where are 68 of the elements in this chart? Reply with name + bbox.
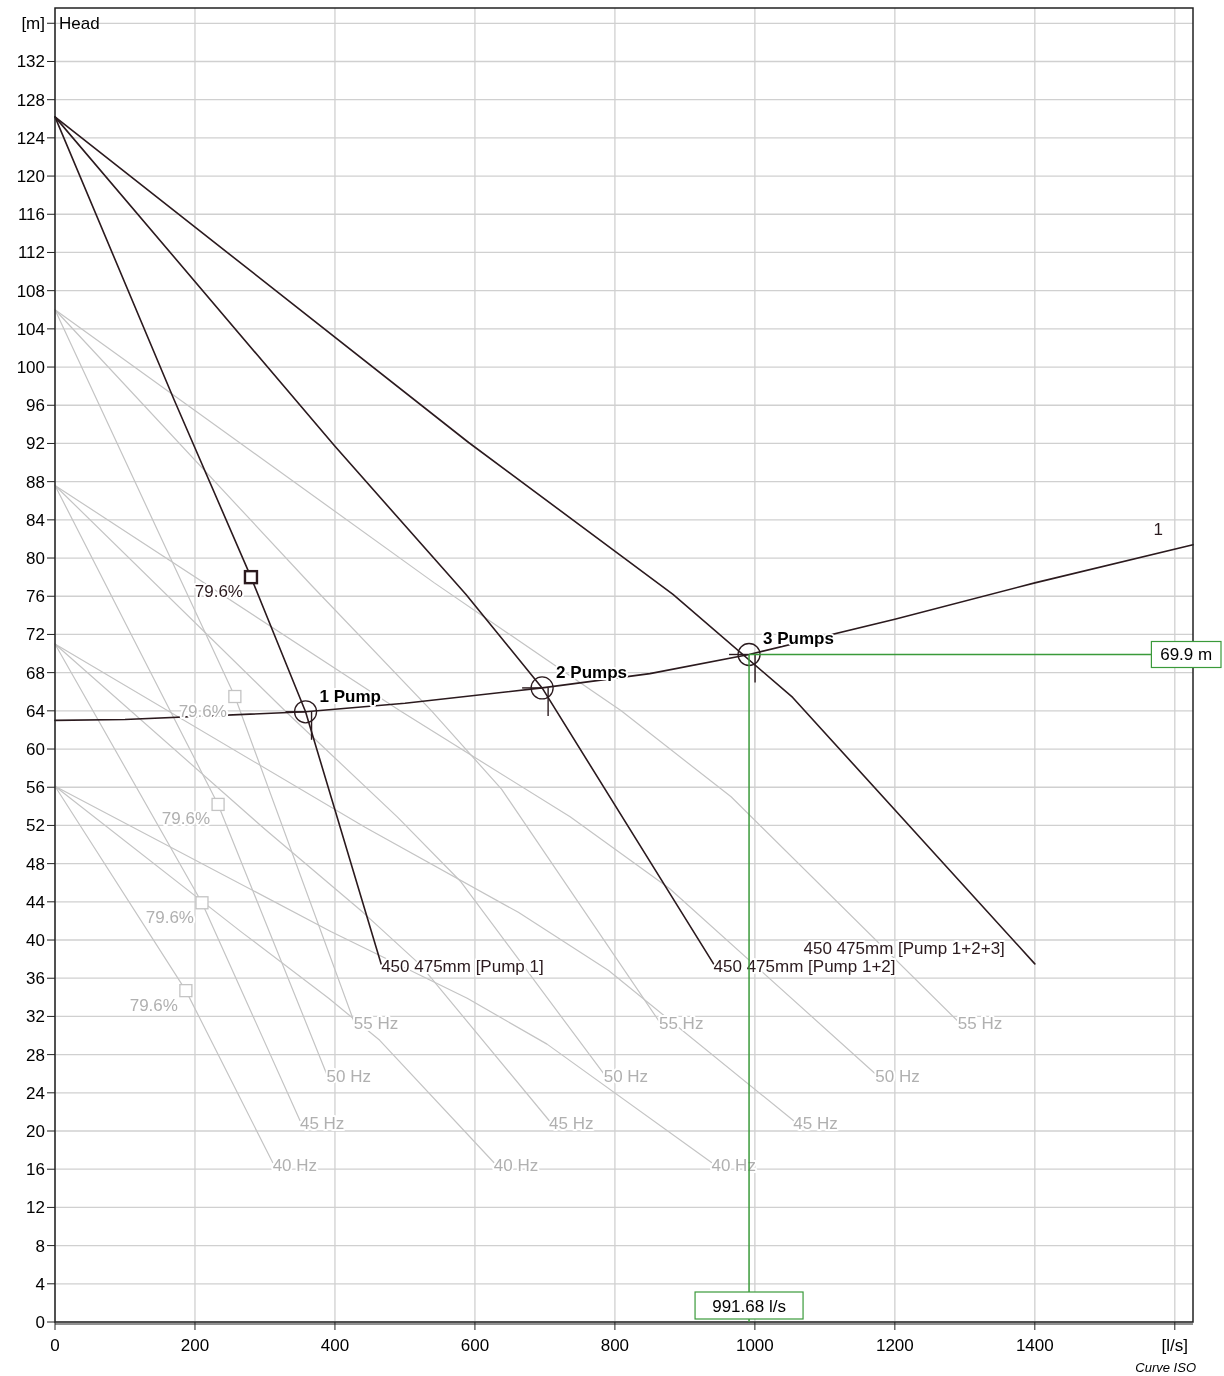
y-tick-label: 44 [26,892,45,912]
y-tick-label: 24 [26,1083,45,1103]
x-tick-label: 0 [50,1336,60,1355]
series-label: 55 Hz [658,1014,704,1034]
y-tick-label: 132 [16,52,45,72]
x-tick-label: [l/s] [1161,1336,1189,1355]
annotation: 79.6% [161,809,211,829]
y-tick-label: 64 [26,701,45,721]
y-tick-label: 36 [26,969,45,989]
ref-line-label: 69.9 m [1160,645,1213,665]
y-tick-label: 88 [26,472,45,492]
annotation: 2 Pumps [556,662,627,682]
y-tick-label: 128 [16,90,45,110]
annotation: 79.6% [194,582,243,602]
series-label: 1 [1153,519,1163,539]
y-tick-label: 48 [26,854,45,874]
x-tick-label: 800 [600,1336,630,1355]
y-tick-label: 84 [26,510,45,530]
annotation: 1 Pump [319,686,381,706]
annotation: 79.6% [145,907,194,927]
text: Curve ISO [1135,1360,1196,1375]
y-tick-label: 28 [26,1045,45,1065]
y-tick-label: 12 [26,1198,45,1218]
y-tick-label: 108 [16,281,45,301]
y-tick-label: 72 [26,625,45,645]
series-label: 40 Hz [272,1155,318,1175]
ref-line-label: 991.68 l/s [712,1297,786,1316]
series-label: 40 Hz [493,1155,539,1175]
y-tick-label: 124 [16,128,45,148]
series-label: 45 Hz [299,1113,345,1133]
series-label: 55 Hz [957,1014,1003,1034]
y-tick-label: [m] [21,14,45,34]
series-label: 45 Hz [793,1113,838,1133]
y-tick-label: 8 [35,1236,45,1256]
series-label: 45 Hz [549,1113,594,1133]
y-tick-label: 16 [26,1160,45,1180]
series-label: 50 Hz [875,1066,920,1086]
y-axis-title: Head [59,14,100,34]
y-tick-label: 96 [26,396,45,416]
y-tick-label: 100 [16,358,45,378]
y-tick-label: 92 [26,434,45,454]
y-tick-label: 116 [17,205,45,225]
series-label: 55 Hz [353,1014,399,1034]
x-tick-label: 1400 [1015,1336,1054,1355]
y-tick-label: 0 [35,1313,45,1332]
y-tick-label: 52 [26,816,45,836]
y-tick-label: 32 [26,1007,45,1027]
x-tick-label: 400 [320,1336,350,1355]
y-tick-label: 68 [26,663,45,683]
series-label: 450 475mm [Pump 1+2+3] [803,938,1005,958]
series-label: 450 475mm [Pump 1] [381,956,544,976]
x-tick-label: 200 [180,1336,210,1355]
series-label: 50 Hz [326,1066,371,1086]
x-tick-label: 1000 [735,1336,774,1355]
annotation: 79.6% [129,995,178,1015]
y-tick-label: 104 [16,319,45,339]
y-tick-label: 76 [26,587,45,607]
y-tick-label: 40 [26,931,45,951]
series-label: 50 Hz [603,1066,649,1086]
y-tick-label: 120 [16,167,45,187]
x-tick-label: 1200 [875,1336,914,1355]
y-tick-label: 4 [35,1274,45,1294]
y-tick-label: 60 [26,740,45,760]
y-tick-label: 20 [26,1122,45,1142]
y-tick-label: 56 [26,778,45,798]
x-tick-label: 600 [460,1336,490,1355]
y-tick-label: 80 [26,549,45,569]
y-tick-label: 112 [17,243,45,263]
